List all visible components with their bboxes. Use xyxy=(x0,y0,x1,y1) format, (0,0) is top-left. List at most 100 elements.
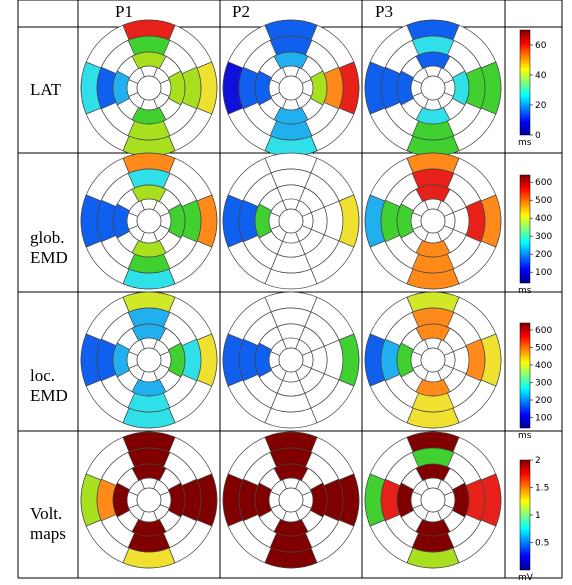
colorbar-tick-label: 2 xyxy=(535,456,541,466)
colorbar-unit-label: mV xyxy=(518,573,534,583)
colorbar-tick-label: 200 xyxy=(535,250,552,260)
bullseye-segment xyxy=(396,342,415,378)
row-label-line: maps xyxy=(30,524,66,543)
bullseye-center xyxy=(278,487,304,513)
row-label-line: Volt. xyxy=(30,504,63,523)
row-label-line: loc. xyxy=(30,366,56,385)
bullseye-center xyxy=(136,75,162,101)
bullseye-segment xyxy=(167,70,186,106)
row-label-volt-maps-text: Volt. maps xyxy=(30,504,66,543)
header-p3: P3 xyxy=(375,2,393,21)
colorbar-tick-label: 1 xyxy=(535,511,541,521)
row-label-line: EMD xyxy=(30,386,68,405)
bullseye-segment xyxy=(131,184,167,203)
bullseye-center xyxy=(278,347,304,373)
colorbar-tick-label: 1.5 xyxy=(535,484,549,494)
bullseye-segment xyxy=(338,194,360,248)
colorbar xyxy=(519,322,531,429)
bullseye-segment xyxy=(131,106,167,125)
row-label-line: EMD xyxy=(30,248,68,267)
colorbar-tick-label: 400 xyxy=(535,214,552,224)
colorbar-tick-label: 0.5 xyxy=(535,539,549,549)
colorbar xyxy=(519,29,531,136)
bullseye-segment xyxy=(112,482,131,518)
bullseye-segment xyxy=(465,338,486,382)
bullseye-segment xyxy=(254,70,273,106)
row-label-glob-emd-text: glob. EMD xyxy=(30,228,68,267)
bullseye-segment xyxy=(131,323,167,342)
bullseye-segment xyxy=(309,482,328,518)
bullseye-segment xyxy=(273,463,309,482)
row-label-volt-maps: Volt. maps xyxy=(30,504,78,544)
bullseye-center xyxy=(420,208,446,234)
bullseye-segment xyxy=(273,51,309,70)
bullseye-segment xyxy=(131,378,167,397)
row-label-loc-emd-text: loc. EMD xyxy=(30,366,68,405)
bullseye-segment xyxy=(465,199,486,243)
colorbar-unit-label: ms xyxy=(518,431,532,441)
bullseye-center xyxy=(278,208,304,234)
colorbar-tick-label: 600 xyxy=(535,178,552,188)
bullseye-segment xyxy=(451,70,470,106)
bullseye-segment xyxy=(415,463,451,482)
bullseye-segment xyxy=(167,482,186,518)
bullseye-center xyxy=(136,487,162,513)
colorbar-unit-label: ms xyxy=(518,286,532,296)
colorbar xyxy=(519,174,531,284)
colorbar-tick-label: 40 xyxy=(535,71,547,81)
bullseye-segment xyxy=(131,518,167,537)
colorbar-tick-label: 600 xyxy=(535,326,552,336)
bullseye-center xyxy=(136,208,162,234)
colorbar-tick-label: 100 xyxy=(535,414,552,424)
bullseye-segment xyxy=(338,333,360,387)
bullseye-segment xyxy=(112,70,131,106)
bullseye-segment xyxy=(415,518,451,537)
colorbar-tick-label: 300 xyxy=(535,379,552,389)
row-label-loc-emd: loc. EMD xyxy=(30,366,78,406)
bullseye-segment xyxy=(273,106,309,125)
bullseye-segment xyxy=(396,70,415,106)
bullseye-segment xyxy=(131,463,167,482)
colorbar-unit-label: ms xyxy=(518,138,532,148)
bullseye-center xyxy=(136,347,162,373)
bullseye-segment xyxy=(131,239,167,258)
bullseye-center xyxy=(278,75,304,101)
bullseye-center xyxy=(420,487,446,513)
bullseye-segment xyxy=(254,342,273,378)
bullseye-segment xyxy=(131,51,167,70)
bullseye-segment xyxy=(254,482,273,518)
bullseye-segment xyxy=(451,482,470,518)
bullseye-segment xyxy=(396,203,415,239)
bullseye-segment xyxy=(167,342,186,378)
colorbar-tick-label: 300 xyxy=(535,232,552,242)
colorbar-tick-label: 500 xyxy=(535,344,552,354)
colorbar-tick-label: 60 xyxy=(535,41,547,51)
header-p2: P2 xyxy=(232,2,250,21)
colorbar-tick-label: 400 xyxy=(535,361,552,371)
bullseye-segment xyxy=(112,203,131,239)
header-p1: P1 xyxy=(115,2,133,21)
bullseye-center xyxy=(420,75,446,101)
bullseye-segment xyxy=(415,378,451,397)
row-label-glob-emd: glob. EMD xyxy=(30,228,78,268)
row-label-lat: LAT xyxy=(30,80,62,99)
bullseye-segment xyxy=(112,342,131,378)
bullseye-segment xyxy=(415,51,451,70)
bullseye-center xyxy=(420,347,446,373)
bullseye-segment xyxy=(415,239,451,258)
bullseye-segment xyxy=(309,70,328,106)
bullseye-segment xyxy=(167,203,186,239)
bullseye-segment xyxy=(415,184,451,203)
bullseye-segment xyxy=(415,106,451,125)
bullseye-segment xyxy=(415,323,451,342)
bullseye-segment xyxy=(396,482,415,518)
colorbar-tick-label: 200 xyxy=(535,396,552,406)
row-label-line: glob. xyxy=(30,228,65,247)
bullseye-segment xyxy=(273,518,309,537)
bullseye-segment xyxy=(254,203,273,239)
colorbar-tick-label: 0 xyxy=(535,131,541,141)
colorbar-tick-label: 500 xyxy=(535,196,552,206)
colorbar-tick-label: 100 xyxy=(535,268,552,278)
colorbar-tick-label: 20 xyxy=(535,101,547,111)
